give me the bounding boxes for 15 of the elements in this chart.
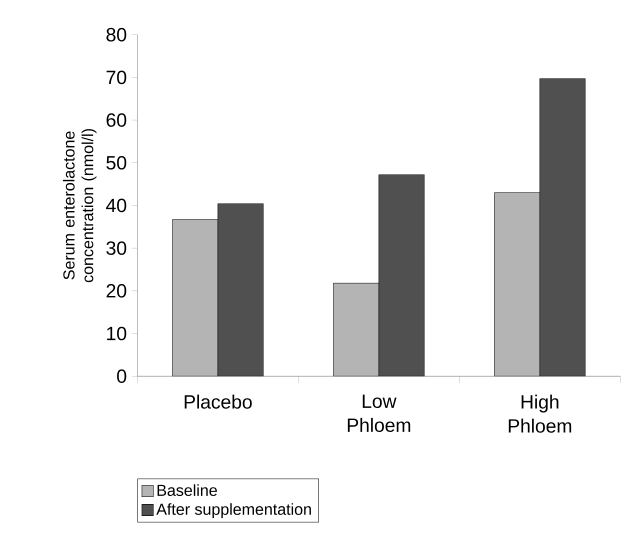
y-tick-label: 30: [106, 242, 126, 256]
y-tick-label: 70: [106, 70, 126, 84]
x-tick-label: Low Phloem: [348, 394, 410, 432]
y-tick-label: 50: [106, 156, 126, 170]
y-tick-label: 0: [117, 370, 126, 384]
y-tick-label: 40: [106, 198, 126, 212]
legend-label: Baseline: [158, 484, 217, 496]
x-tick-label: High Phloem: [508, 394, 572, 433]
y-tick-label: 80: [106, 28, 126, 42]
y-tick-label: 20: [106, 284, 126, 298]
y-axis-title: Serum enterolactone concentration (nmol/l): [62, 129, 96, 282]
y-tick-label: 10: [107, 326, 126, 340]
x-tick-label: Placebo: [184, 394, 252, 409]
legend-label: After supplementation: [156, 503, 311, 518]
y-tick-label: 60: [106, 113, 126, 128]
